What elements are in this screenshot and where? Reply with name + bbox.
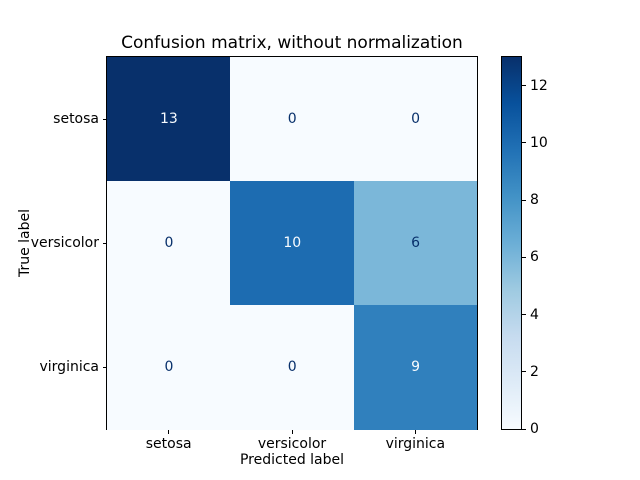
colorbar-tick-mark — [522, 371, 526, 373]
matrix-cell: 0 — [353, 57, 478, 182]
colorbar-tick-label: 6 — [530, 249, 539, 266]
matrix-cell: 10 — [230, 181, 355, 306]
x-tick-label: virginica — [385, 436, 446, 452]
x-tick-mark — [414, 430, 416, 434]
x-tick-label: setosa — [145, 436, 192, 452]
matrix-cell: 0 — [230, 305, 355, 430]
colorbar-tick-mark — [522, 85, 526, 87]
matrix-cell: 0 — [107, 181, 231, 306]
colorbar — [501, 56, 522, 430]
y-tick-label: versicolor — [30, 235, 99, 251]
colorbar-tick-mark — [522, 428, 526, 430]
y-tick-mark — [102, 242, 107, 244]
x-tick-label: versicolor — [257, 436, 327, 452]
y-tick-mark — [102, 366, 107, 368]
chart-title: Confusion matrix, without normalization — [121, 33, 463, 53]
y-tick-mark — [102, 118, 107, 120]
colorbar-tick-mark — [522, 142, 526, 144]
colorbar-tick-mark — [522, 256, 526, 258]
matrix-cell: 9 — [353, 305, 478, 430]
x-tick-mark — [168, 430, 170, 434]
x-axis-label: Predicted label — [239, 452, 345, 468]
colorbar-tick-label: 4 — [530, 306, 539, 323]
colorbar-tick-label: 12 — [530, 77, 548, 94]
colorbar-tick-label: 2 — [530, 363, 539, 380]
colorbar-tick-label: 0 — [530, 421, 539, 437]
heatmap-plot-area: 13 0 0 0 10 6 0 0 9 — [106, 56, 478, 430]
x-tick-mark — [291, 430, 293, 434]
matrix-cell: 0 — [107, 305, 231, 430]
colorbar-tick-label: 10 — [530, 134, 548, 151]
y-tick-label: setosa — [53, 111, 99, 127]
colorbar-tick-mark — [522, 314, 526, 316]
matrix-cell: 13 — [107, 57, 231, 182]
colorbar-tick-mark — [522, 199, 526, 201]
colorbar-tick-label: 8 — [530, 192, 539, 209]
y-tick-label: virginica — [39, 359, 100, 375]
matrix-cell: 6 — [353, 181, 478, 306]
matrix-cell: 0 — [230, 57, 355, 182]
